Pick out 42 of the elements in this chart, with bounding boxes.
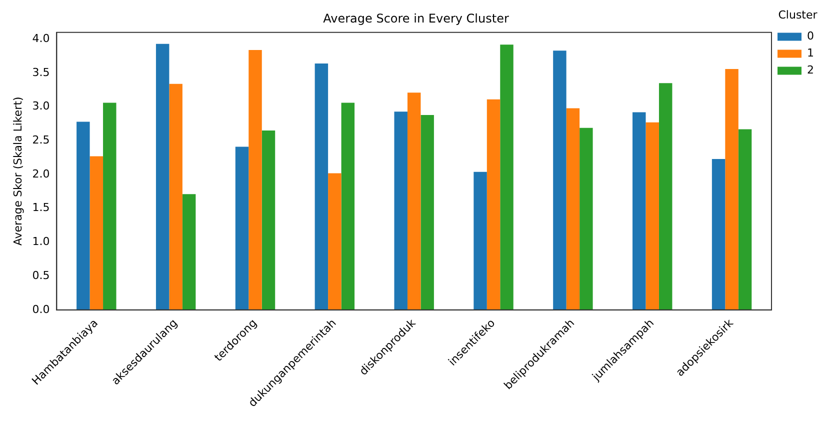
bar bbox=[566, 108, 580, 310]
legend-title: Cluster bbox=[778, 8, 818, 22]
y-tick-label: 0.0 bbox=[32, 302, 50, 316]
bar bbox=[76, 122, 90, 310]
bar bbox=[658, 83, 672, 310]
bar bbox=[328, 173, 342, 310]
bar bbox=[474, 172, 487, 310]
bar bbox=[90, 156, 104, 310]
bar bbox=[738, 129, 752, 310]
bar bbox=[553, 50, 566, 310]
bar bbox=[420, 114, 434, 310]
bar bbox=[182, 194, 196, 310]
bar bbox=[725, 68, 738, 310]
bar bbox=[103, 102, 116, 310]
y-tick-label: 1.5 bbox=[32, 201, 50, 214]
y-axis-title: Average Skor (Skala Likert) bbox=[11, 96, 24, 246]
bar bbox=[407, 92, 421, 310]
y-tick-label: 3.0 bbox=[32, 100, 50, 113]
y-tick-label: 0.5 bbox=[32, 268, 50, 282]
bar bbox=[235, 146, 249, 310]
bar bbox=[156, 44, 170, 310]
y-tick-label: 1.0 bbox=[32, 235, 50, 248]
bar bbox=[712, 158, 726, 310]
bar bbox=[394, 112, 408, 310]
bar bbox=[262, 130, 276, 310]
y-tick-label: 2.0 bbox=[32, 167, 50, 180]
bar bbox=[248, 50, 262, 310]
bar bbox=[169, 84, 182, 310]
y-tick-label: 2.5 bbox=[32, 134, 50, 147]
bar bbox=[646, 122, 659, 310]
y-tick-label: 4.0 bbox=[32, 32, 50, 46]
bar bbox=[341, 102, 355, 310]
bar bbox=[486, 99, 500, 310]
y-tick-label: 3.5 bbox=[32, 66, 50, 79]
legend-label: 1 bbox=[807, 46, 814, 60]
bar bbox=[632, 112, 646, 310]
legend-label: 0 bbox=[807, 30, 814, 43]
chart-title: Average Score in Every Cluster bbox=[323, 11, 509, 26]
bar bbox=[580, 128, 593, 310]
legend-label: 2 bbox=[807, 64, 814, 77]
bar bbox=[500, 44, 514, 310]
bar bbox=[314, 64, 328, 310]
